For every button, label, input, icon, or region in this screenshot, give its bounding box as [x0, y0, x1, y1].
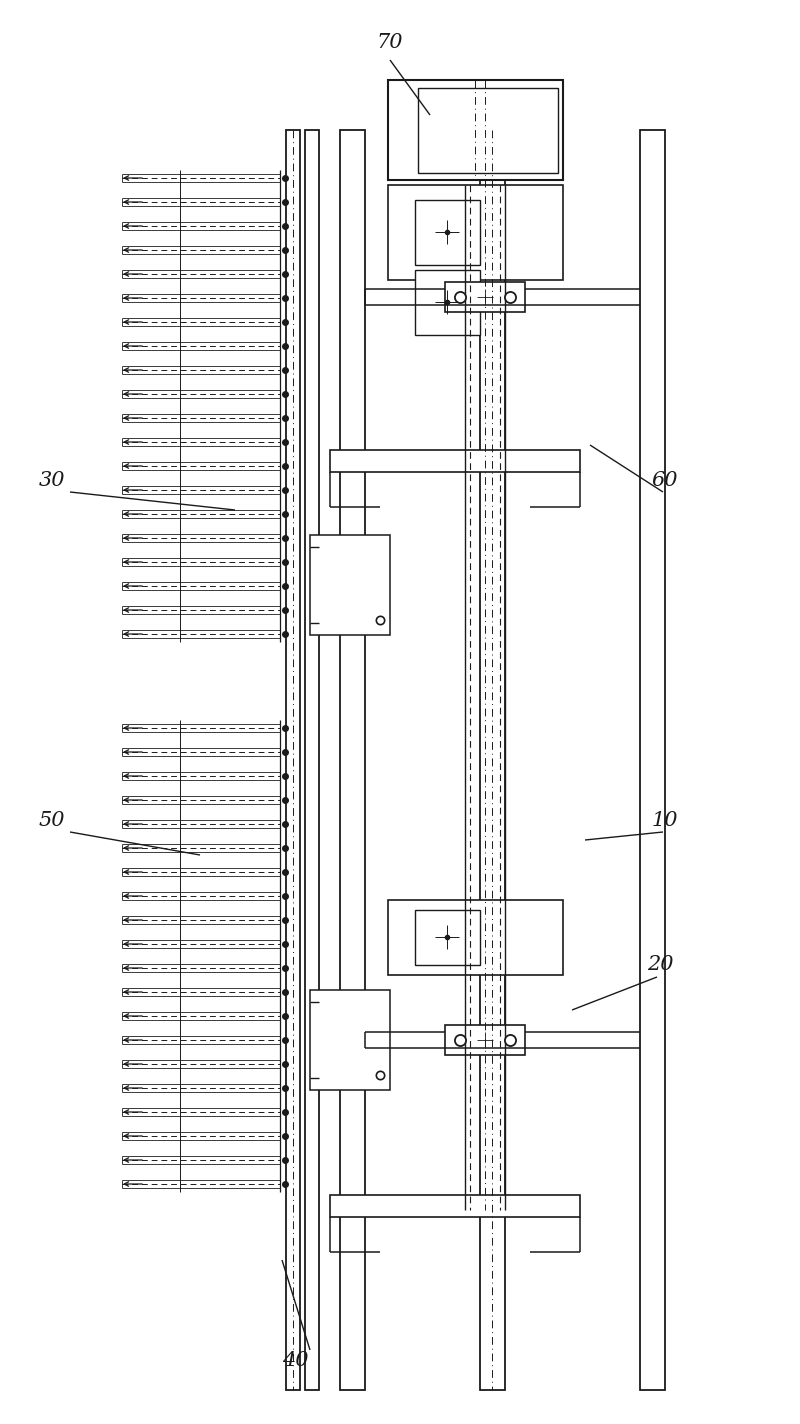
Bar	[330, 1195, 580, 1218]
Text: 70: 70	[377, 33, 403, 51]
Text: 40: 40	[282, 1350, 308, 1370]
Bar	[445, 1025, 525, 1055]
Bar	[640, 130, 665, 1390]
Bar	[388, 900, 563, 975]
Bar	[310, 535, 390, 635]
Bar	[388, 80, 563, 179]
Bar	[415, 271, 480, 335]
Text: 50: 50	[38, 810, 66, 830]
Bar	[340, 130, 365, 1390]
Bar	[415, 910, 480, 965]
Bar	[330, 450, 580, 471]
Bar	[415, 199, 480, 265]
Bar	[305, 130, 319, 1390]
Text: 20: 20	[646, 956, 674, 974]
Text: 10: 10	[652, 810, 678, 830]
Bar	[286, 130, 300, 1390]
Text: 60: 60	[652, 470, 678, 490]
Bar	[310, 990, 390, 1089]
Bar	[418, 88, 558, 172]
Text: 30: 30	[38, 470, 66, 490]
Bar	[445, 282, 525, 312]
Bar	[388, 185, 563, 281]
Bar	[480, 130, 505, 1390]
